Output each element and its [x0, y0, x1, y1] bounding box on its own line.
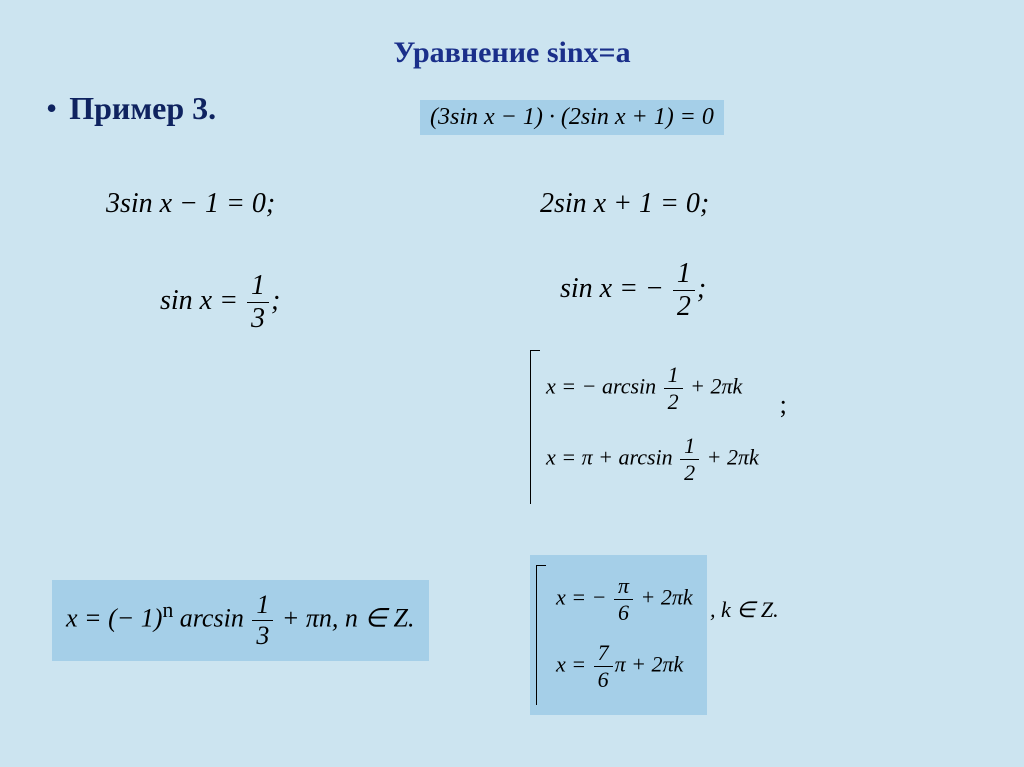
right-step-1: 2sin x + 1 = 0; — [540, 188, 709, 220]
slide-title: Уравнение sinx=а — [0, 36, 1024, 70]
cases-block-2: x = − π 6 + 2πk x = 7 6 π + 2πk , k ∈ Z. — [530, 555, 707, 715]
post: + 2πk — [635, 585, 693, 610]
post: π + 2πk — [615, 652, 684, 677]
denominator: 6 — [614, 599, 633, 626]
fraction: 7 6 — [594, 640, 613, 693]
exponent: n — [162, 598, 173, 622]
pre: x = — [556, 652, 586, 677]
fraction: π 6 — [614, 573, 633, 626]
numerator: 1 — [664, 362, 683, 388]
numerator: 1 — [680, 433, 699, 459]
numerator: 7 — [594, 640, 613, 666]
tail: + πn, n ∈ Z. — [275, 603, 414, 632]
denominator: 6 — [594, 666, 613, 693]
example-label-text: Пример 3. — [69, 90, 216, 126]
denominator: 2 — [680, 459, 699, 486]
fraction: 1 2 — [680, 433, 699, 486]
left-bracket-icon — [530, 350, 540, 504]
tail: ; — [697, 273, 706, 304]
case-row-1: x = − arcsin 1 2 + 2πk — [546, 362, 759, 415]
lhs: sin x = − — [560, 273, 664, 304]
denominator: 2 — [673, 290, 695, 323]
lhs: sin x = — [160, 285, 238, 316]
post: + 2πk — [685, 374, 743, 399]
case-row-2: x = π + arcsin 1 2 + 2πk — [546, 433, 759, 486]
right-step-2: sin x = − 1 2 ; — [560, 258, 706, 323]
case-row-1: x = − π 6 + 2πk — [556, 573, 693, 626]
left-step-2: sin x = 1 3 ; — [160, 270, 280, 335]
bullet-icon: • — [46, 90, 57, 126]
tail: ; — [271, 285, 280, 316]
pre: x = π + arcsin — [546, 445, 673, 470]
fraction: 1 2 — [673, 258, 695, 323]
prefix: x = (− 1) — [66, 603, 162, 632]
denominator: 2 — [664, 388, 683, 415]
denominator: 3 — [252, 620, 273, 651]
fraction: 1 3 — [247, 270, 269, 335]
main-equation: (3sin x − 1) · (2sin x + 1) = 0 — [420, 100, 724, 135]
left-result-box: x = (− 1)n arcsin 1 3 + πn, n ∈ Z. — [52, 580, 429, 661]
post: + 2πk — [701, 445, 759, 470]
fraction: 1 2 — [664, 362, 683, 415]
pre: x = − arcsin — [546, 374, 656, 399]
numerator: 1 — [252, 590, 273, 620]
numerator: 1 — [247, 270, 269, 302]
left-step-1: 3sin x − 1 = 0; — [106, 188, 275, 220]
numerator: 1 — [673, 258, 695, 290]
cases-block-1: x = − arcsin 1 2 + 2πk x = π + arcsin 1 … — [530, 350, 759, 504]
denominator: 3 — [247, 302, 269, 335]
left-bracket-icon — [536, 565, 546, 705]
outer-semicolon: ; — [780, 390, 787, 420]
pre: x = − — [556, 585, 606, 610]
outer-tail: , k ∈ Z. — [710, 597, 779, 623]
case-row-2: x = 7 6 π + 2πk — [556, 640, 693, 693]
fraction: 1 3 — [252, 590, 273, 651]
numerator: π — [614, 573, 633, 599]
mid: arcsin — [173, 603, 244, 632]
example-heading: • Пример 3. — [46, 90, 216, 127]
